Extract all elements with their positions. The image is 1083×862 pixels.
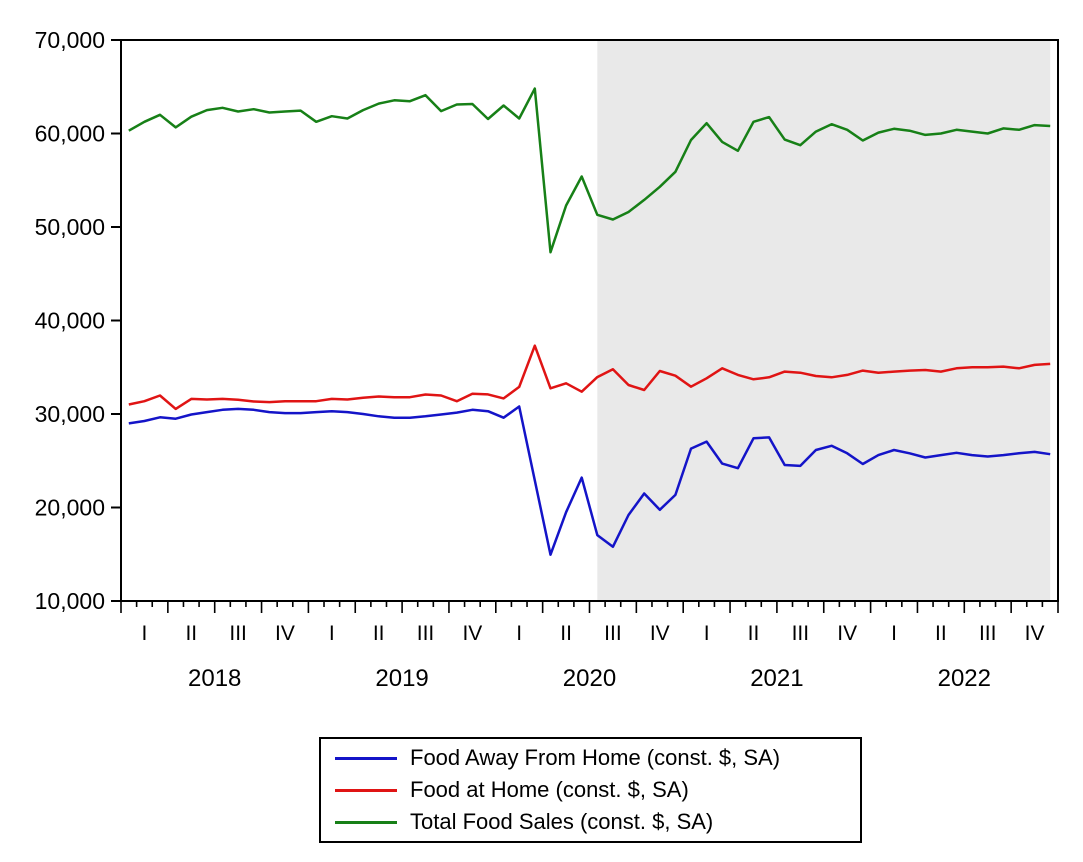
series-line-2 <box>128 87 1051 254</box>
quarter-label: II <box>560 622 572 645</box>
legend: Food Away From Home (const. $, SA) Food … <box>319 737 862 843</box>
quarter-labels: I II III IV I II III IV I II III IV I II III IV I II III IV <box>142 622 1045 645</box>
x-axis-ticks <box>120 601 1059 613</box>
y-tick-label: 40,000 <box>35 308 105 334</box>
quarter-label: I <box>329 622 335 645</box>
quarter-label: IV <box>1025 622 1045 645</box>
year-label: 2018 <box>188 665 241 692</box>
legend-swatch-total-food <box>335 820 397 824</box>
legend-row-total-food: Total Food Sales (const. $, SA) <box>335 806 860 838</box>
quarter-label: II <box>185 622 197 645</box>
quarter-label: III <box>979 622 997 645</box>
y-tick-label: 10,000 <box>35 588 105 614</box>
y-axis-ticks <box>111 39 121 602</box>
y-tick-label: 70,000 <box>35 27 105 53</box>
quarter-label: II <box>373 622 385 645</box>
quarter-label: IV <box>650 622 670 645</box>
quarter-label: I <box>891 622 897 645</box>
quarter-label: III <box>417 622 435 645</box>
quarter-label: I <box>142 622 148 645</box>
legend-label-total-food: Total Food Sales (const. $, SA) <box>410 809 714 834</box>
quarter-label: III <box>604 622 622 645</box>
y-tick-label: 30,000 <box>35 401 105 427</box>
quarter-label: I <box>516 622 522 645</box>
year-label: 2019 <box>375 665 428 692</box>
quarter-label: IV <box>837 622 857 645</box>
quarter-label: IV <box>275 622 295 645</box>
legend-row-food-away: Food Away From Home (const. $, SA) <box>335 742 860 774</box>
quarter-label: III <box>229 622 247 645</box>
quarter-label: I <box>704 622 710 645</box>
quarter-label: III <box>792 622 810 645</box>
legend-label-food-away: Food Away From Home (const. $, SA) <box>410 745 781 770</box>
y-tick-label: 50,000 <box>35 214 105 240</box>
series-line-1 <box>128 344 1051 411</box>
quarter-label: IV <box>462 622 482 645</box>
legend-swatch-food-at-home <box>335 788 397 792</box>
year-label: 2022 <box>938 665 991 692</box>
legend-swatch-food-away <box>335 756 397 760</box>
quarter-label: II <box>748 622 760 645</box>
year-label: 2021 <box>750 665 803 692</box>
year-labels: 2018 2019 2020 2021 2022 <box>188 665 991 692</box>
shade-rect <box>597 41 1051 600</box>
y-tick-label: 60,000 <box>35 121 105 147</box>
legend-row-food-at-home: Food at Home (const. $, SA) <box>335 774 860 806</box>
legend-label-food-at-home: Food at Home (const. $, SA) <box>410 777 689 802</box>
line-chart: 70,000 60,000 50,000 40,000 30,000 20,000 10,0… <box>35 27 1059 692</box>
series-lines <box>128 87 1051 556</box>
year-label: 2020 <box>563 665 616 692</box>
shaded-forecast-region <box>597 41 1051 600</box>
y-axis-labels: 70,000 60,000 50,000 40,000 30,000 20,000 10,0… <box>35 27 105 614</box>
series-line-0 <box>128 405 1051 556</box>
y-tick-label: 20,000 <box>35 495 105 521</box>
quarter-label: II <box>935 622 947 645</box>
